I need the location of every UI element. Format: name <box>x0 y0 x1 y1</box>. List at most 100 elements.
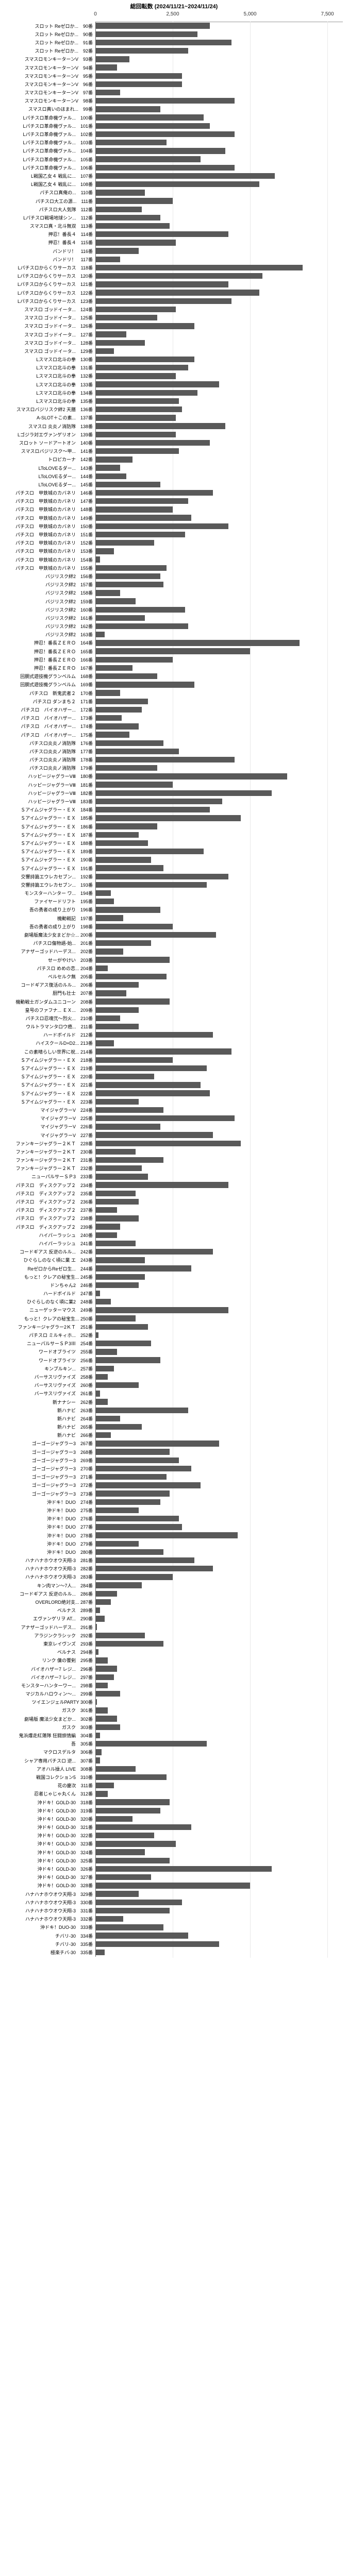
bar <box>95 1624 97 1630</box>
data-row: アナザーゴッドハーデス... 291番 <box>0 1623 348 1631</box>
data-row: 忍者じゃじゃ丸くん 312番 <box>0 1790 348 1798</box>
bar-area <box>95 364 343 372</box>
bar-area <box>95 1356 343 1364</box>
bar-area <box>95 689 343 697</box>
data-row: 極楽チバ-30 335番 <box>0 1948 348 1956</box>
row-label: ひぐらしのなく頃に業2 248番 <box>0 1298 95 1305</box>
bar <box>95 1299 111 1304</box>
data-row: LToLOVEるダー... 145番 <box>0 480 348 488</box>
bar-area <box>95 1097 343 1106</box>
bar <box>95 1207 117 1213</box>
data-row: 沖ドキ！DUO 276番 <box>0 1515 348 1523</box>
row-label: 花の慶次 311番 <box>0 1782 95 1789</box>
data-row: Lスマスロ北斗の拳 132番 <box>0 372 348 380</box>
bar <box>95 1466 191 1471</box>
row-label: ファンキージャグラー２ＫＴ 231番 <box>0 1157 95 1163</box>
bar-area <box>95 1715 343 1723</box>
bar <box>95 1683 108 1688</box>
bar <box>95 1641 163 1647</box>
data-row: パチスロ ディスクアップ２ 234番 <box>0 1181 348 1189</box>
row-label: パチスロ 甲鉄城のカバネリ 147番 <box>0 498 95 504</box>
bar-area <box>95 347 343 355</box>
row-label: ハナハナホウオウ天翔-3 330番 <box>0 1899 95 1906</box>
data-row: Lパチスロ革命機ヴァル... 103番 <box>0 139 348 147</box>
bar-area <box>95 1273 343 1281</box>
bar-area <box>95 1548 343 1556</box>
bar <box>95 1716 117 1721</box>
bar <box>95 81 182 87</box>
bar <box>95 506 173 512</box>
bar-area <box>95 1773 343 1781</box>
bar-area <box>95 989 343 997</box>
bar <box>95 1074 154 1079</box>
row-label: バイオハザー7 レジ... 297番 <box>0 1674 95 1681</box>
row-label: 押忍！番長ＺＥＲＯ 167番 <box>0 665 95 671</box>
bar-area <box>95 1481 343 1489</box>
bar-area <box>95 1740 343 1748</box>
bar <box>95 357 194 362</box>
bar <box>95 1215 139 1221</box>
data-row: 押忍！番長４ 115番 <box>0 239 348 247</box>
bar <box>95 948 123 954</box>
data-row: せーがやけい 203番 <box>0 956 348 964</box>
row-label: この素晴らしい世界に祝... 214番 <box>0 1048 95 1055</box>
bar-area <box>95 1031 343 1039</box>
data-row: パチスロ 甲鉄城のカバネリ 150番 <box>0 522 348 530</box>
bar-area <box>95 1890 343 1898</box>
bar <box>95 1141 241 1146</box>
row-label: Lパチスロ革命機ヴァル... 103番 <box>0 139 95 146</box>
bar-area <box>95 230 343 239</box>
row-label: 沖ドキ！DUO 276番 <box>0 1515 95 1522</box>
row-label: スマスロモンキーターンV 95番 <box>0 73 95 79</box>
bar-area <box>95 80 343 88</box>
bar-area <box>95 1940 343 1948</box>
bar <box>95 1458 179 1463</box>
bar-area <box>95 1923 343 1931</box>
bar-area <box>95 1639 343 1648</box>
row-label: パチスロ 甲鉄城のカバネリ 155番 <box>0 565 95 571</box>
bar <box>95 1833 154 1838</box>
bar <box>95 257 120 262</box>
bar <box>95 1757 100 1763</box>
bar-area <box>95 280 343 289</box>
row-label: 沖ドキ！DUO 279番 <box>0 1540 95 1547</box>
bar-area <box>95 113 343 122</box>
bar <box>95 1933 188 1938</box>
row-label: 沖ドキ！DUO 275番 <box>0 1507 95 1514</box>
row-label: LToLOVEるダー... 145番 <box>0 481 95 488</box>
bar <box>95 1332 98 1338</box>
data-row: Lスマスロ北斗の拳 131番 <box>0 364 348 372</box>
data-row: キン肉マン～7人... 284番 <box>0 1581 348 1589</box>
row-label: 回胴式遊技機グランベルム 169番 <box>0 681 95 688</box>
row-label: ゴーゴージャグラー3 268番 <box>0 1449 95 1455</box>
bar-area <box>95 47 343 55</box>
bar-area <box>95 772 343 781</box>
bar-area <box>95 1073 343 1081</box>
row-label: マジカルハロウィン～... 299番 <box>0 1690 95 1697</box>
data-row: Ｓアイムジャグラー・ＥＸ 186番 <box>0 822 348 831</box>
row-label: ハナハナホウオウ天翔-3 329番 <box>0 1891 95 1897</box>
bar-area <box>95 1081 343 1089</box>
data-row: スマスロ ゴッドイータ... 127番 <box>0 330 348 338</box>
row-label: ハナハナホウオウ天翔-3 282番 <box>0 1565 95 1572</box>
data-row: Lゴジラ対エヴァンゲリオン 139番 <box>0 430 348 438</box>
bar-area <box>95 530 343 538</box>
bar <box>95 1191 136 1196</box>
bar-area <box>95 1398 343 1406</box>
row-label: パチスロ ディスクアップ２ 236番 <box>0 1198 95 1205</box>
bar-area <box>95 1731 343 1739</box>
row-label: Lパチスロからくりサーカス 123番 <box>0 298 95 304</box>
row-label: ドンちゃん2 246番 <box>0 1282 95 1289</box>
data-row: 沖ドキ！GOLD-30 328番 <box>0 1882 348 1890</box>
bar <box>95 265 303 270</box>
bar-area <box>95 1681 343 1689</box>
bar <box>95 699 148 704</box>
bar-area <box>95 497 343 505</box>
bar-area <box>95 455 343 464</box>
data-row: 吾の勇者の成り上がり 196番 <box>0 906 348 914</box>
bar-area <box>95 1123 343 1131</box>
data-row: 機動戦記 197番 <box>0 914 348 922</box>
bar-area <box>95 1565 343 1573</box>
bar <box>95 106 160 112</box>
data-row: ゴーゴージャグラー3 272番 <box>0 1481 348 1489</box>
